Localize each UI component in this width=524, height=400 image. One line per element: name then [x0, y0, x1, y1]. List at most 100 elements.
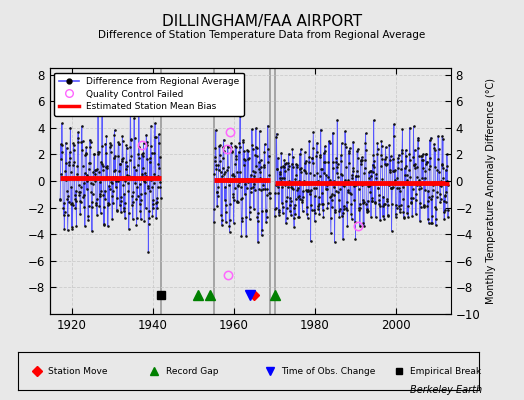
- Point: [359, 197, 367, 203]
- Point: [377, 152, 385, 158]
- Point: [427, 196, 435, 202]
- Point: [253, 214, 261, 220]
- Point: [421, 187, 429, 193]
- Point: [299, 188, 307, 194]
- Point: [82, 186, 91, 192]
- Point: [353, 168, 361, 174]
- Point: [98, 161, 106, 168]
- Point: [376, 180, 385, 186]
- Point: [234, 198, 242, 205]
- Point: [135, 111, 143, 118]
- Point: [143, 142, 151, 148]
- Point: [242, 233, 250, 239]
- Point: [154, 173, 162, 179]
- Point: [149, 180, 158, 186]
- Point: [85, 160, 94, 167]
- Point: [61, 174, 69, 180]
- Point: [296, 150, 304, 157]
- Point: [86, 144, 94, 150]
- Point: [301, 168, 309, 174]
- Point: [279, 164, 288, 170]
- Point: [379, 203, 388, 209]
- Point: [220, 136, 228, 143]
- Point: [230, 172, 238, 179]
- Point: [369, 117, 378, 124]
- Point: [91, 171, 99, 177]
- Point: [309, 160, 317, 166]
- Point: [270, 213, 279, 219]
- Point: [436, 199, 444, 206]
- Point: [419, 165, 427, 171]
- Point: [336, 180, 344, 186]
- Point: [236, 169, 245, 175]
- Point: [127, 153, 136, 159]
- Point: [310, 218, 319, 225]
- Point: [364, 183, 373, 189]
- Point: [286, 195, 294, 201]
- Point: [229, 194, 237, 200]
- Point: [88, 199, 96, 205]
- Point: [300, 178, 308, 184]
- Point: [115, 161, 124, 167]
- Point: [107, 180, 116, 187]
- Point: [412, 211, 420, 218]
- Point: [256, 174, 265, 181]
- Point: [379, 212, 387, 219]
- Point: [294, 214, 303, 221]
- Point: [229, 190, 237, 197]
- Point: [334, 197, 343, 203]
- Point: [215, 143, 223, 149]
- Point: [312, 178, 320, 185]
- Point: [311, 184, 320, 191]
- Point: [351, 180, 359, 186]
- Point: [99, 192, 107, 198]
- Point: [359, 199, 368, 206]
- Point: [357, 158, 365, 164]
- Point: [369, 152, 378, 158]
- Point: [339, 210, 347, 216]
- Point: [123, 162, 132, 169]
- Point: [339, 181, 347, 188]
- Point: [227, 149, 236, 156]
- Point: [141, 178, 149, 185]
- Point: [83, 174, 92, 180]
- Point: [79, 192, 88, 198]
- Point: [422, 161, 431, 168]
- Point: [72, 198, 80, 204]
- Point: [263, 192, 271, 198]
- Point: [106, 140, 114, 146]
- Point: [216, 158, 224, 164]
- Point: [292, 164, 301, 170]
- Point: [436, 196, 445, 202]
- Point: [101, 188, 109, 194]
- Point: [309, 129, 318, 135]
- Point: [380, 201, 389, 208]
- Point: [98, 110, 106, 116]
- Point: [94, 149, 103, 156]
- Point: [143, 156, 151, 162]
- Point: [155, 140, 163, 146]
- Point: [130, 115, 138, 121]
- Point: [254, 218, 262, 224]
- Point: [254, 210, 263, 216]
- Point: [444, 214, 452, 220]
- Point: [305, 154, 313, 161]
- Point: [107, 179, 115, 185]
- Point: [261, 186, 269, 192]
- Point: [347, 210, 355, 217]
- Point: [335, 214, 343, 220]
- Point: [398, 150, 406, 157]
- Point: [308, 207, 316, 213]
- Point: [123, 172, 131, 179]
- Point: [277, 150, 286, 156]
- Point: [376, 202, 384, 209]
- Point: [152, 215, 160, 222]
- Point: [390, 167, 398, 174]
- Point: [406, 157, 414, 164]
- Point: [440, 198, 448, 204]
- Point: [439, 136, 447, 142]
- Point: [219, 154, 227, 161]
- Point: [385, 182, 393, 188]
- Text: Berkeley Earth: Berkeley Earth: [410, 385, 482, 395]
- Point: [210, 219, 218, 225]
